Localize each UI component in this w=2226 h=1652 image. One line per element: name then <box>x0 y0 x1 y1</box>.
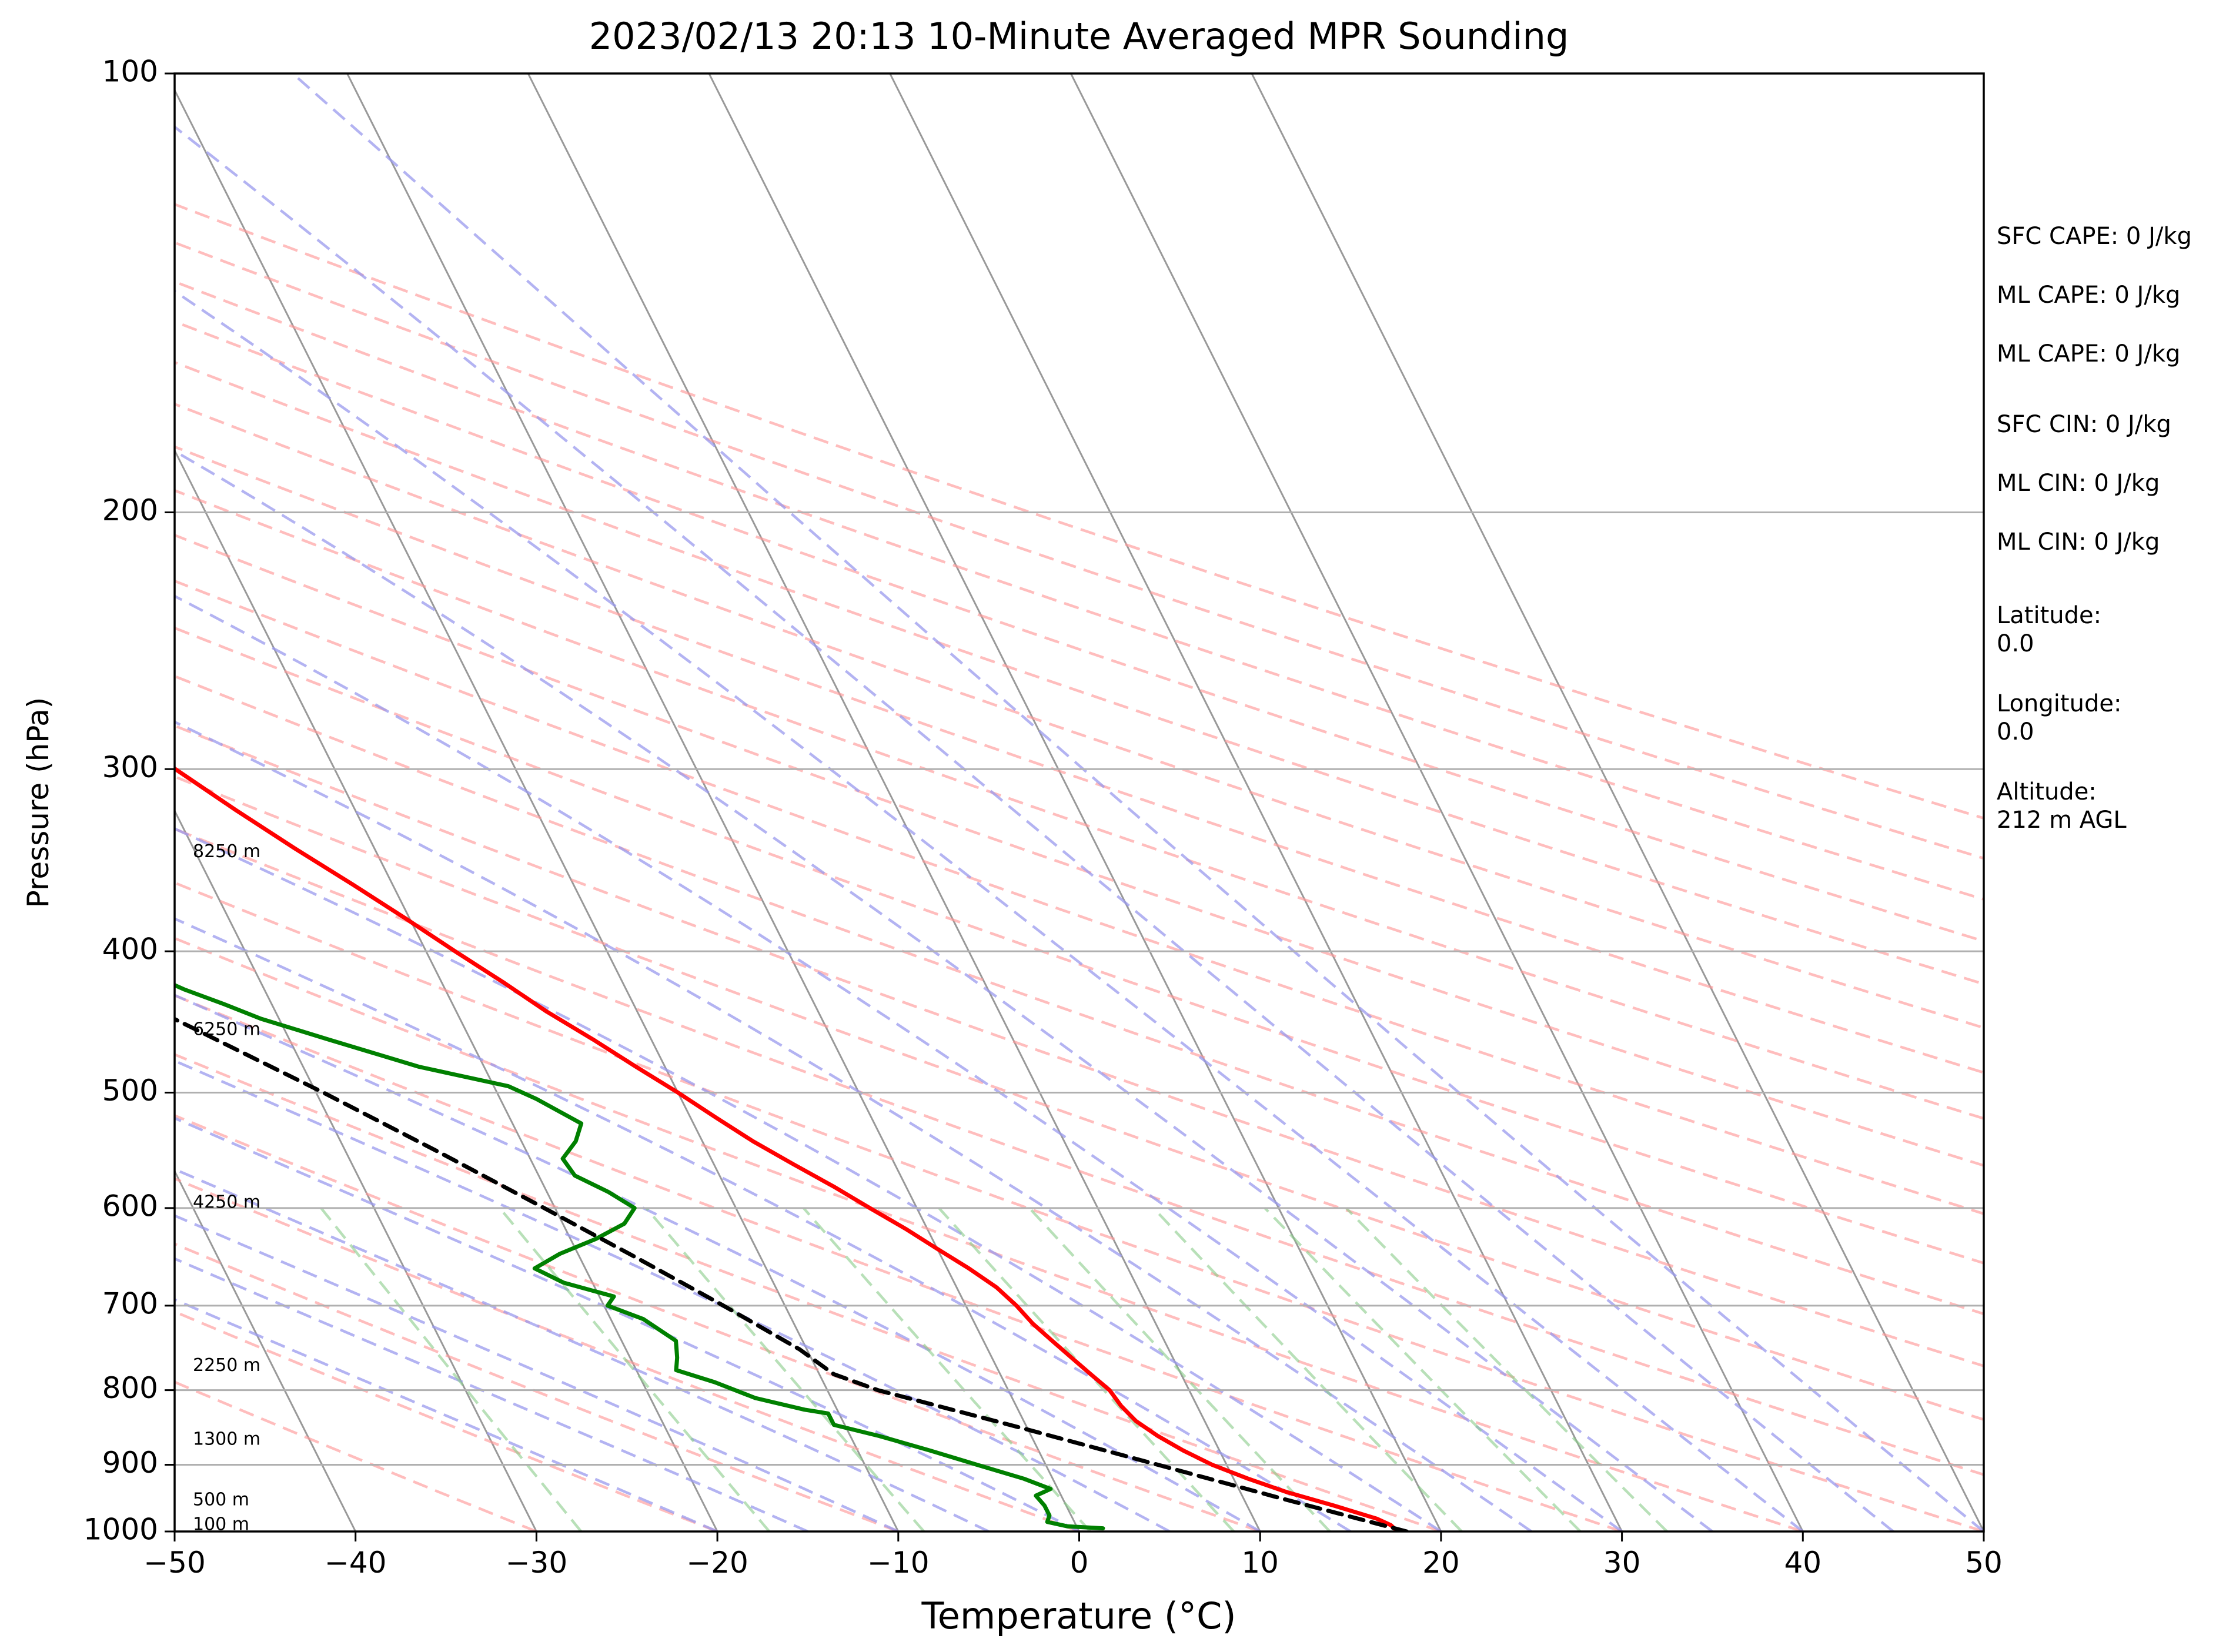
dry-adiabat-line <box>175 445 1984 1074</box>
dry-adiabat-line <box>175 241 1984 860</box>
x-tick-label: 50 <box>1965 1546 2003 1580</box>
moist-adiabat-line <box>175 1168 990 1531</box>
x-tick-label: 20 <box>1422 1546 1460 1580</box>
axis-ticks: −50 −40 −30 −20 −10 0 10 20 30 40 50 1000 900 800 700 6… <box>83 55 2003 1580</box>
isotherm-line <box>708 73 1442 1531</box>
isotherm-line <box>889 73 1623 1531</box>
ml-cape-text: ML CAPE: 0 J/kg <box>1997 282 2181 309</box>
mixing-ratio-line <box>499 1207 771 1531</box>
y-tick-label: 800 <box>102 1371 158 1405</box>
moist-adiabat-line <box>175 1059 1171 1531</box>
y-tick-label: 500 <box>102 1074 158 1108</box>
sfc-cin-text: SFC CIN: 0 J/kg <box>1997 411 2171 438</box>
isotherm-line <box>175 1169 357 1531</box>
y-tick-label: 100 <box>102 55 158 89</box>
y-tick-label: 600 <box>102 1189 158 1223</box>
parcel-line <box>175 1016 1409 1531</box>
isotherm-line <box>527 73 1261 1531</box>
x-axis-label: Temperature (°C) <box>921 1594 1236 1637</box>
isotherm-line <box>346 73 1080 1531</box>
height-labels: 100 m 500 m 1300 m 2250 m 4250 m 6250 m 8250 m <box>193 841 260 1535</box>
y-tick-label: 400 <box>102 932 158 967</box>
altitude-text: Altitude: 212 m AGL <box>1997 778 2127 834</box>
dry-adiabat-line <box>175 1380 537 1531</box>
dry-adiabat-line <box>175 533 1984 1167</box>
sounding-lines <box>175 766 1409 1531</box>
dry-adiabat-line <box>175 1113 1261 1531</box>
chart-title: 2023/02/13 20:13 10-Minute Averaged MPR … <box>589 15 1569 58</box>
isotherm-line <box>1251 73 1984 1531</box>
x-tick-label: −50 <box>143 1546 206 1580</box>
moist-adiabat-line <box>175 125 1894 1531</box>
height-label: 100 m <box>193 1514 249 1535</box>
mixing-ratio-line <box>645 1207 925 1531</box>
ml-cin-text: ML CIN: 0 J/kg <box>1997 470 2160 497</box>
height-label: 1300 m <box>193 1429 260 1449</box>
mixing-ratio-line <box>320 1207 583 1531</box>
moist-adiabat-line <box>175 449 1713 1531</box>
y-tick-label: 700 <box>102 1286 158 1320</box>
height-label: 500 m <box>193 1490 249 1510</box>
x-tick-label: −10 <box>867 1546 930 1580</box>
moist-adiabat-line <box>175 289 1804 1531</box>
isotherm-line <box>175 88 900 1531</box>
x-tick-label: −20 <box>686 1546 748 1580</box>
y-tick-label: 300 <box>102 750 158 784</box>
temperature-line <box>175 766 1400 1531</box>
dewpoint-line <box>175 982 1105 1531</box>
moist-adiabat-line <box>175 917 1352 1531</box>
height-label: 4250 m <box>193 1192 260 1212</box>
dry-adiabat-line <box>175 1242 899 1531</box>
dry-adiabat-line <box>175 579 1984 1215</box>
dry-adiabat-line <box>175 827 1984 1476</box>
dry-adiabat-line <box>175 320 1984 943</box>
y-tick-label: 900 <box>102 1446 158 1480</box>
dry-adiabat-line <box>175 1177 1080 1531</box>
moist-adiabat-line <box>175 994 1261 1531</box>
longitude-text: Longitude: 0.0 <box>1997 690 2122 745</box>
moist-adiabat-line <box>292 73 1984 1531</box>
y-tick-label: 200 <box>102 493 158 527</box>
height-label: 8250 m <box>193 841 260 862</box>
height-label: 6250 m <box>193 1019 260 1040</box>
x-tick-label: −40 <box>325 1546 387 1580</box>
y-tick-label: 1000 <box>83 1513 158 1547</box>
dry-adiabat-line <box>175 881 1984 1531</box>
x-tick-label: −30 <box>506 1546 568 1580</box>
moist-adiabat-line <box>175 1298 718 1531</box>
latitude-text: Latitude: 0.0 <box>1997 602 2102 657</box>
x-tick-label: 0 <box>1070 1546 1089 1580</box>
dry-adiabat-line <box>175 360 1984 986</box>
background-lines <box>175 73 1984 1531</box>
moist-adiabat-line <box>175 827 1442 1531</box>
moist-adiabat-line <box>175 1116 1080 1531</box>
isotherm-line <box>1069 73 1804 1531</box>
height-label: 2250 m <box>193 1355 260 1376</box>
isotherm-line <box>175 808 537 1531</box>
x-tick-label: 30 <box>1603 1546 1641 1580</box>
isotherm-line <box>175 448 718 1531</box>
dry-adiabat-line <box>175 626 1984 1265</box>
dry-adiabat-line <box>175 724 1984 1367</box>
dry-adiabat-line <box>175 775 1984 1422</box>
ml-cin-text-2: ML CIN: 0 J/kg <box>1997 529 2160 556</box>
x-tick-label: 40 <box>1784 1546 1821 1580</box>
y-axis-label: Pressure (hPa) <box>21 697 55 908</box>
ml-cape-text-2: ML CAPE: 0 J/kg <box>1997 340 2181 367</box>
dry-adiabat-line <box>175 937 1803 1531</box>
x-tick-label: 10 <box>1241 1546 1279 1580</box>
dry-adiabat-line <box>175 674 1984 1316</box>
sfc-cape-text: SFC CAPE: 0 J/kg <box>1997 223 2192 250</box>
dry-adiabat-line <box>175 994 1623 1531</box>
moist-adiabat-line <box>175 720 1533 1531</box>
